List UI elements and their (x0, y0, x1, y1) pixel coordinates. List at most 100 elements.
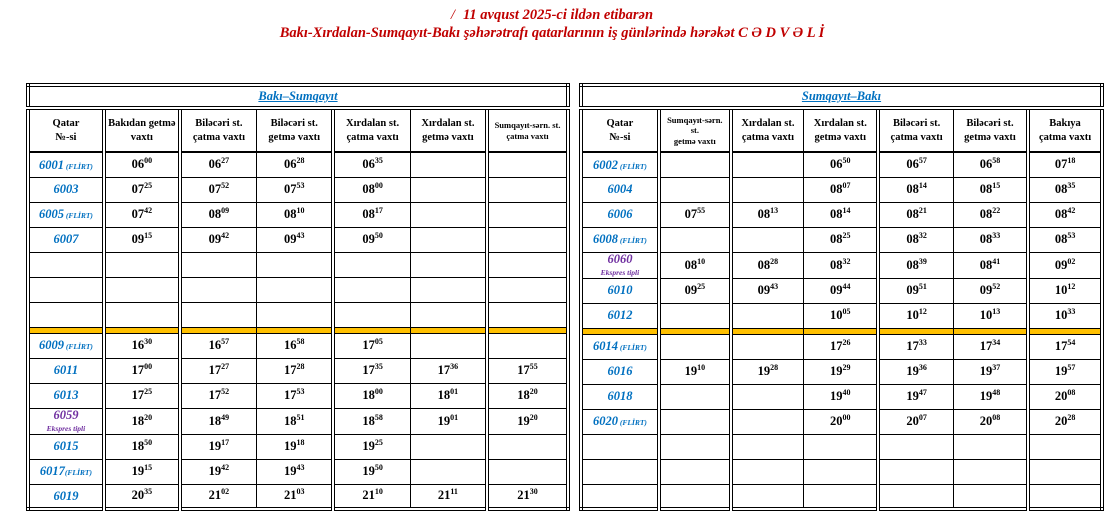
minutes-superscript: 34 (992, 337, 1001, 347)
time-cell: 1929 (803, 358, 879, 385)
time-cell: 1013 (952, 302, 1029, 329)
empty-time-cell (485, 201, 569, 228)
empty-time-cell (101, 276, 181, 303)
empty-time-cell (256, 276, 334, 303)
time-cell: 0810 (256, 201, 334, 228)
time-cell: 0814 (803, 201, 879, 228)
train-number: 6012 (607, 308, 633, 323)
time-cell: 1918 (256, 433, 334, 460)
empty-time-cell (728, 408, 805, 435)
empty-time-cell (1026, 458, 1103, 485)
minutes-superscript: 07 (842, 180, 851, 190)
minutes-superscript: 57 (1067, 362, 1076, 372)
train-number-cell: 6016 (580, 358, 660, 385)
empty-time-cell (728, 176, 805, 203)
train-type-note: (FLİRT) (63, 211, 93, 221)
minutes-superscript: 51 (918, 281, 927, 291)
train-row: 6004 0807 0814 0815 0835 (580, 176, 1103, 203)
minutes-superscript: 21 (918, 205, 927, 215)
minutes-superscript: 12 (1067, 281, 1076, 291)
train-row: 6019 2035 2102 2103 2110 2111 2130 (27, 483, 569, 510)
time-cell: 0725 (101, 176, 181, 203)
empty-time-cell (728, 302, 805, 329)
minutes-superscript: 15 (144, 230, 153, 240)
minutes-superscript: 43 (770, 281, 779, 291)
empty-time-cell (256, 301, 334, 328)
separator-row (580, 327, 1103, 335)
time-cell: 1950 (331, 458, 411, 485)
minutes-superscript: 02 (1067, 256, 1076, 266)
minutes-superscript: 01 (450, 412, 459, 422)
empty-time-cell (409, 176, 488, 203)
minutes-superscript: 10 (697, 256, 706, 266)
time-cell: 1850 (101, 433, 181, 460)
train-type-note: (FLİRT) (63, 342, 93, 352)
minutes-superscript: 33 (992, 230, 1001, 240)
time-cell: 0807 (803, 176, 879, 203)
time-cell: 1754 (1026, 333, 1103, 360)
time-cell: 1851 (256, 407, 334, 435)
time-cell: 1947 (876, 383, 954, 410)
train-number-cell: 6006 (580, 201, 660, 228)
minutes-superscript: 14 (842, 205, 851, 215)
column-header: Qatar №-si (27, 107, 105, 153)
empty-time-cell (656, 483, 732, 510)
train-number-cell: 6005 (FLİRT) (27, 201, 105, 228)
time-cell: 1925 (331, 433, 411, 460)
minutes-superscript: 00 (374, 180, 383, 190)
minutes-superscript: 14 (918, 180, 927, 190)
minutes-superscript: 13 (992, 306, 1001, 316)
timetable-baki-sumqayit: Bakı–Sumqayıt Qatar №-si Bakıdan getmə vaxtı… (26, 83, 570, 511)
time-cell: 0627 (177, 151, 258, 178)
empty-time-cell (876, 433, 954, 460)
train-number-cell: 6014 (FLİRT) (580, 333, 660, 360)
train-number: 6003 (53, 182, 79, 197)
column-header: Biləcəri st. getmə vaxtı (256, 107, 334, 153)
column-header: Sumqayıt-sərn. st. çatma vaxtı (485, 107, 569, 153)
empty-time-cell (485, 251, 569, 278)
train-number-cell: 6009 (FLİRT) (27, 332, 105, 359)
minutes-superscript: 52 (992, 281, 1001, 291)
time-cell: 0835 (1026, 176, 1103, 203)
time-cell: 1728 (256, 357, 334, 384)
header-row: Qatar №-si Sumqayıt-sərn. st. getmə vaxtı Xır… (580, 107, 1103, 153)
train-row: 6015 1850 1917 1918 1925 (27, 433, 569, 460)
empty-time-cell (656, 383, 732, 410)
title-schedule-name: Bakı-Xırdalan-Sumqayıt-Bakı şəhərətrafı … (279, 25, 825, 41)
train-number-cell: 6015 (27, 433, 105, 460)
train-type-note: (FLİRT) (617, 236, 647, 246)
minutes-superscript: 51 (296, 412, 305, 422)
time-cell: 0815 (952, 176, 1029, 203)
empty-time-cell (485, 151, 569, 178)
train-row: 6002 (FLİRT) 0650 0657 0658 0718 (580, 151, 1103, 178)
time-cell: 0742 (101, 201, 181, 228)
time-cell: 0658 (952, 151, 1029, 178)
time-cell: 0915 (101, 226, 181, 253)
train-number-cell: 6002 (FLİRT) (580, 151, 660, 178)
time-cell: 1948 (952, 383, 1029, 410)
time-cell: 1820 (485, 382, 569, 409)
table-caption: Sumqayıt–Bakı (580, 84, 1103, 110)
time-cell: 0841 (952, 251, 1029, 279)
train-number-cell: 6008 (FLİRT) (580, 226, 660, 253)
time-cell: 0753 (256, 176, 334, 203)
empty-time-cell (409, 301, 488, 328)
time-cell: 1910 (656, 358, 732, 385)
time-cell: 1725 (101, 382, 181, 409)
train-row: 6020 (FLİRT) 2000 2007 2008 2028 (580, 408, 1103, 435)
minutes-superscript: 50 (374, 462, 383, 472)
train-row: 6013 1725 1752 1753 1800 1801 1820 (27, 382, 569, 409)
empty-time-cell (728, 458, 805, 485)
minutes-superscript: 10 (296, 205, 305, 215)
time-cell: 1630 (101, 332, 181, 359)
empty-row (27, 276, 569, 303)
train-row: 6059 Ekspres tipli 1820 1849 1851 1858 1901 192… (27, 407, 569, 435)
minutes-superscript: 17 (374, 205, 383, 215)
minutes-superscript: 12 (918, 306, 927, 316)
train-number: 6004 (607, 182, 633, 197)
empty-time-cell (656, 176, 732, 203)
table-caption: Bakı–Sumqayıt (27, 84, 569, 110)
time-cell: 0950 (331, 226, 411, 253)
minutes-superscript: 32 (918, 230, 927, 240)
train-type-note: (FLİRT) (617, 161, 647, 171)
